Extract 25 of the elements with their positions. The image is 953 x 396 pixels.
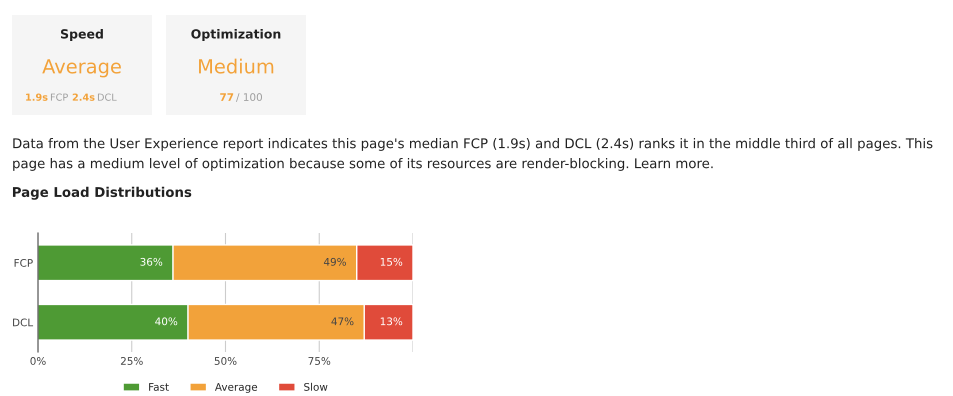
legend-label: Slow [304, 382, 328, 391]
x-tick-label: 0% [30, 357, 46, 365]
data-label: 49% [324, 258, 346, 266]
data-label: 13% [380, 317, 402, 326]
text: Average [42, 59, 121, 78]
data-label: 47% [331, 317, 354, 326]
text: 77 [220, 93, 234, 101]
data-label: 36% [140, 258, 162, 266]
text: DCL [98, 93, 117, 101]
x-tick-label: 50% [214, 357, 236, 365]
text: Medium [199, 58, 274, 74]
legend-label: Average [214, 383, 258, 393]
x-tick-label: 25% [120, 357, 143, 365]
text: Speed [60, 28, 103, 42]
text: Data from the User Experience report indicates this page's median FCP (1.9s) and DCL (2.4s) ranks it in the middle third of all pages. This page has a medium level of optimization because some of its resources are render-blocking. Learn more. [13, 138, 932, 171]
text: / 100 [236, 93, 262, 102]
legend-label: Fast [149, 383, 169, 391]
text: FCP [50, 93, 68, 101]
text: 2.4s [72, 93, 95, 101]
data-label: 15% [380, 258, 402, 266]
chart-title: Page Load Distributions [12, 186, 192, 200]
text: Optimization [191, 28, 280, 42]
data-label: 40% [155, 317, 178, 326]
text: 1.9s [26, 93, 48, 101]
x-tick-label: 75% [308, 357, 330, 365]
